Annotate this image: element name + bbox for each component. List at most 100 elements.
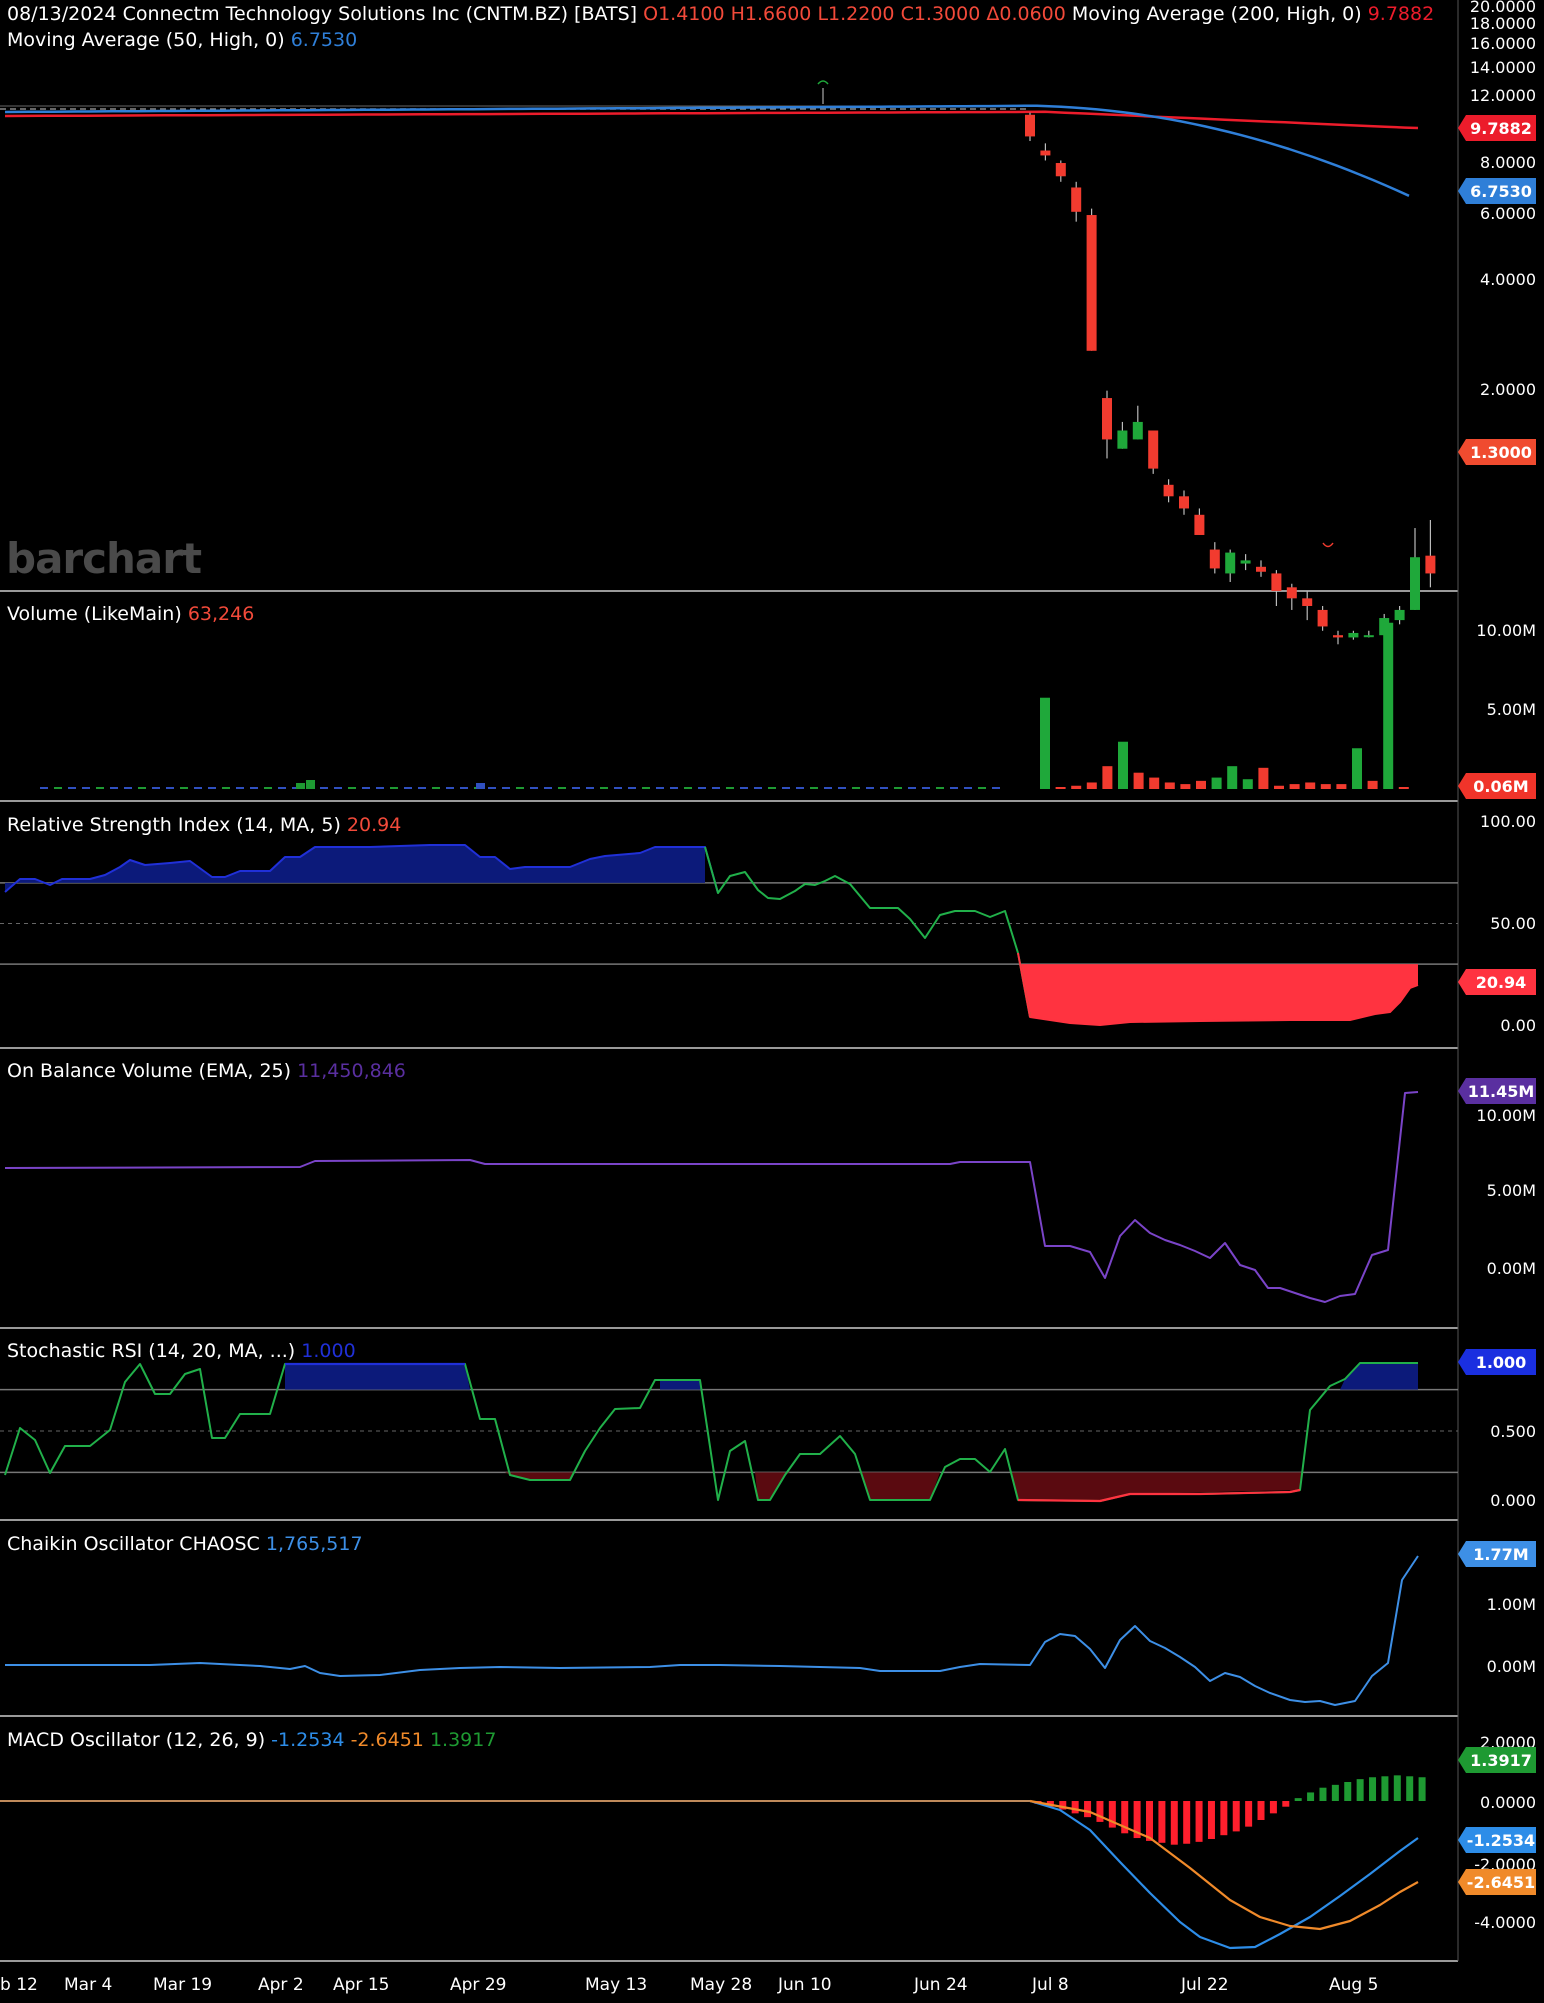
badge-macd-bg (1458, 1827, 1536, 1853)
x-axis-label: Jul 22 (1180, 1975, 1229, 1995)
macd-hist-bar (1195, 1801, 1203, 1842)
volume-bar-small (600, 787, 608, 789)
macd-hist-bar (1207, 1801, 1215, 1839)
macd-hist-bar (1269, 1801, 1277, 1814)
ma50-value: 6.7530 (290, 29, 358, 51)
macd-hist-bar (1245, 1801, 1253, 1827)
volume-bar (1211, 777, 1222, 789)
macd-hist-bar (1282, 1801, 1290, 1807)
volume-bar-small (348, 787, 356, 789)
header-low: L1.2200 (817, 3, 895, 25)
candle-body (1209, 549, 1220, 569)
macd-hist-bar (1096, 1801, 1104, 1822)
volume-bar-small (82, 787, 90, 789)
stoch-oversold-fill (755, 1472, 790, 1500)
chaikin-axis-label: 0.00M (1487, 1657, 1536, 1676)
x-axis-label: Jun 24 (913, 1975, 968, 1995)
rsi-line-low (1017, 952, 1419, 1026)
candle-body (1302, 598, 1313, 607)
macd-hist-bar (1369, 1777, 1377, 1801)
macd-hist-bar (1307, 1792, 1315, 1801)
x-axis-label: Aug 5 (1329, 1975, 1378, 1995)
volume-bar-small (684, 787, 692, 789)
volume-bar-small (278, 787, 286, 789)
volume-bar-small (152, 787, 160, 789)
ma50-line (4, 104, 1410, 197)
macd-hist-bar (1418, 1777, 1426, 1801)
macd-hist-bar (1170, 1801, 1178, 1845)
chaikin-line (5, 1555, 1419, 1706)
volume-bar-small (208, 787, 216, 789)
candle-body (1363, 635, 1374, 638)
high-marker-icon (817, 80, 829, 85)
x-axis-label: Apr 15 (333, 1975, 389, 1995)
badge-volume-bg (1458, 773, 1536, 799)
header-high: H1.6600 (730, 3, 812, 25)
macd-hist-bar (1356, 1779, 1364, 1801)
candle-body (1040, 150, 1051, 156)
volume-bar-small (180, 787, 188, 789)
obv-axis-label: 10.00M (1476, 1106, 1536, 1125)
macd-hist-bar (1319, 1787, 1327, 1801)
volume-bar (1071, 785, 1082, 789)
header-close: C1.3000 (900, 3, 981, 25)
rsi-value: 20.94 (346, 814, 402, 836)
badge-macd-hist: 1.3917 (1470, 1751, 1532, 1770)
price-axis-label: 4.0000 (1480, 270, 1536, 289)
macd-value-hist: 1.3917 (429, 1729, 497, 1751)
macd-hist-bar (1257, 1801, 1265, 1820)
volume-bar-small (446, 787, 454, 789)
x-axis-label: b 12 (0, 1975, 38, 1995)
candle-body (1286, 587, 1297, 599)
obv-label: On Balance Volume (EMA, 25) (7, 1060, 292, 1082)
price-axis-label: 18.0000 (1470, 14, 1536, 33)
volume-bar-small (418, 787, 426, 789)
volume-label: Volume (LikeMain) (7, 603, 182, 625)
candle-body (1025, 114, 1035, 137)
volume-bar-small (264, 787, 272, 789)
volume-bar-small (460, 787, 468, 789)
volume-bar (1242, 779, 1253, 789)
volume-bar (1383, 622, 1394, 789)
macd-value-macd: -1.2534 (271, 1729, 345, 1751)
candle-body (1086, 215, 1097, 351)
volume-bar-small (558, 787, 566, 789)
stoch-line-low (1017, 1488, 1301, 1503)
price-axis-label: 6.0000 (1480, 204, 1536, 223)
volume-bar (1149, 777, 1160, 789)
header-open: O1.4100 (643, 3, 725, 25)
macd-hist-bar (1294, 1798, 1302, 1801)
rsi-header: Relative Strength Index (14, MA, 5) 20.9… (7, 813, 401, 837)
volume-bar-small (194, 787, 202, 789)
macd-hist-bar (1146, 1801, 1154, 1841)
stoch-overbought-fill (660, 1380, 702, 1390)
volume-bar-small (586, 787, 594, 789)
macd-hist-bar (1059, 1801, 1067, 1810)
volume-bar (1336, 784, 1347, 789)
badge-obv: 11.45M (1468, 1082, 1535, 1101)
candle-body (1163, 484, 1174, 497)
macd-header: MACD Oscillator (12, 26, 9) -1.2534 -2.6… (7, 1728, 496, 1752)
volume-bar-small (908, 787, 916, 789)
ma200-label: Moving Average (200, High, 0) (1071, 3, 1362, 25)
candle-body (1256, 566, 1266, 572)
volume-bar-small (432, 787, 440, 789)
obv-axis-label: 0.00M (1487, 1259, 1536, 1278)
candle-body (1225, 552, 1236, 574)
stoch-oversold-fill (860, 1472, 940, 1500)
volume-bar-small (222, 787, 230, 789)
x-axis-label: May 13 (585, 1975, 647, 1995)
price-axis-label: 12.0000 (1470, 86, 1536, 105)
badge-chaikin-bg (1458, 1541, 1536, 1567)
volume-bar-small (110, 787, 118, 789)
badge-ma200: 9.7882 (1470, 119, 1532, 138)
volume-bar-small (754, 787, 762, 789)
rsi-label: Relative Strength Index (14, MA, 5) (7, 814, 341, 836)
rsi-overbought-fill (5, 845, 705, 892)
volume-bar-small (656, 787, 664, 789)
price-axis-label: 2.0000 (1480, 380, 1536, 399)
badge-volume: 0.06M (1473, 777, 1528, 796)
macd-hist-bar (1108, 1801, 1116, 1828)
candle-body (1194, 514, 1205, 535)
stoch-header: Stochastic RSI (14, 20, MA, ...) 1.000 (7, 1339, 356, 1363)
